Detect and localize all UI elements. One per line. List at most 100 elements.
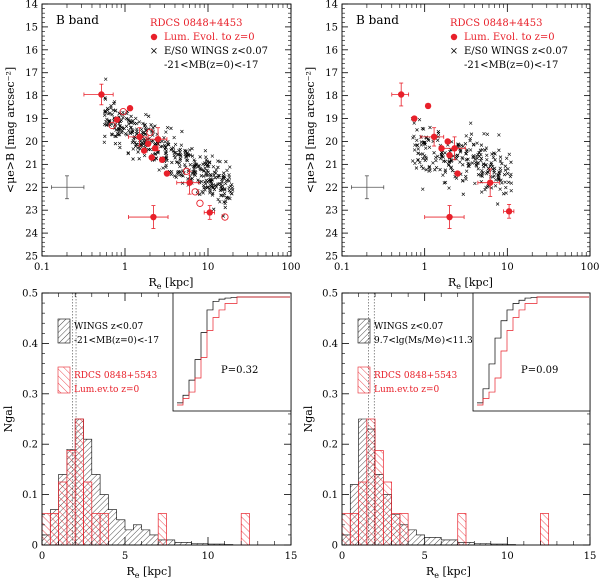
legend-entry: Lum.ev.to z=0 xyxy=(374,385,440,395)
rdcs-histogram-bar xyxy=(74,418,84,546)
legend-entry: WINGS z<0.07 xyxy=(374,322,443,332)
rdcs-histogram-bar xyxy=(457,513,467,546)
rdcs-point xyxy=(163,170,171,177)
wings-cross-point xyxy=(468,121,473,125)
wings-cross-point xyxy=(150,133,155,137)
wings-cross-point xyxy=(472,142,476,147)
wings-cross-point xyxy=(222,200,226,204)
wings-cross-point xyxy=(227,185,231,190)
x-tick-label: 5 xyxy=(421,551,427,562)
legend-cross-marker: × xyxy=(450,46,458,57)
wings-cross-point xyxy=(126,117,130,122)
wings-cross-point xyxy=(197,163,201,168)
y-tick-label: 16 xyxy=(325,45,338,56)
wings-cross-point xyxy=(485,158,489,162)
legend-cross-marker: × xyxy=(150,46,158,57)
wings-cross-point xyxy=(172,153,176,158)
x-tick-label: 1 xyxy=(421,262,427,273)
y-tick-label: 0.4 xyxy=(22,339,38,350)
wings-cross-point xyxy=(509,181,514,185)
wings-cross-point xyxy=(461,144,465,149)
wings-cross-point xyxy=(187,148,192,152)
wings-cross-point xyxy=(480,174,485,178)
wings-cross-point xyxy=(424,157,429,161)
rdcs-histogram-bar xyxy=(157,513,167,546)
wings-cross-point xyxy=(488,175,493,179)
wings-cross-point xyxy=(201,162,205,166)
y-axis-label: Ngal xyxy=(2,405,15,432)
wings-cross-point xyxy=(509,160,513,164)
wings-cross-point xyxy=(142,124,147,128)
wings-cross-point xyxy=(211,164,216,169)
wings-cross-point xyxy=(173,142,178,147)
rdcs-histogram-bar xyxy=(399,513,409,546)
wings-cross-point xyxy=(164,145,168,149)
wings-cross-point xyxy=(419,140,424,144)
y-tick-label: 19 xyxy=(25,114,38,125)
wings-cross-point xyxy=(144,128,149,133)
wings-cross-point xyxy=(110,133,115,137)
x-axis-label: Re [kpc] xyxy=(448,276,493,291)
y-tick-label: 24 xyxy=(325,229,338,240)
wings-cross-point xyxy=(137,157,141,161)
wings-cross-point xyxy=(446,163,451,167)
wings-cross-point xyxy=(503,168,508,172)
wings-cross-point xyxy=(148,147,153,152)
wings-cross-point xyxy=(491,167,495,171)
rdcs-histogram-bar xyxy=(99,513,109,546)
wings-cross-point xyxy=(484,185,488,190)
wings-cross-point xyxy=(428,125,432,130)
wings-cross-point xyxy=(458,148,463,153)
rdcs-point xyxy=(486,179,494,186)
wings-cross-point xyxy=(184,158,189,162)
wings-cross-point xyxy=(490,152,494,156)
wings-cross-point xyxy=(112,100,117,104)
wings-cross-point xyxy=(175,152,179,157)
wings-cross-point xyxy=(443,159,448,164)
wings-cross-point xyxy=(125,133,129,137)
wings-cross-point xyxy=(480,148,485,152)
legend-entry: RDCS 0848+4453 xyxy=(450,18,543,29)
wings-cross-point xyxy=(433,168,437,172)
wings-cross-point xyxy=(472,155,476,160)
rdcs-point xyxy=(113,116,121,123)
wings-cross-point xyxy=(483,187,487,192)
wings-cross-point xyxy=(482,131,486,136)
wings-cross-point xyxy=(500,161,504,166)
wings-cross-point xyxy=(209,185,214,189)
wings-cross-point xyxy=(504,191,508,195)
x-tick-label: 15 xyxy=(285,551,298,562)
wings-cross-point xyxy=(421,187,425,191)
wings-cross-point xyxy=(142,153,147,158)
wings-cross-point xyxy=(114,134,118,139)
wings-cross-point xyxy=(164,163,168,168)
wings-cross-point xyxy=(117,141,122,146)
wings-cross-point xyxy=(441,155,445,159)
y-tick-label: 0.3 xyxy=(322,389,338,400)
y-tick-label: 23 xyxy=(325,206,338,217)
wings-cross-point xyxy=(198,166,202,171)
wings-cross-point xyxy=(205,164,210,168)
wings-cross-point xyxy=(171,149,176,153)
wings-cross-point xyxy=(212,187,217,192)
rdcs-point xyxy=(451,145,458,152)
wings-cross-point xyxy=(470,161,475,165)
x-tick-label: 1 xyxy=(122,262,128,273)
evolved-open-point xyxy=(119,108,127,116)
rdcs-histogram-bar xyxy=(341,513,351,546)
wings-cross-point xyxy=(493,184,498,188)
wings-cross-point xyxy=(221,194,226,198)
wings-cross-point xyxy=(131,147,135,151)
wings-cross-point xyxy=(415,138,419,143)
wings-cross-point xyxy=(468,137,473,141)
wings-cross-point xyxy=(416,147,421,151)
wings-cross-point xyxy=(483,148,487,152)
legend-entry: 9.7<lg(Ms/M⊙)<11.3 xyxy=(374,335,473,346)
wings-cross-point xyxy=(183,152,187,156)
rdcs-point xyxy=(446,213,453,221)
wings-cross-point xyxy=(414,166,419,170)
wings-cross-point xyxy=(483,163,488,167)
wings-cross-point xyxy=(179,143,184,147)
wings-cross-point xyxy=(464,134,468,138)
wings-cross-point xyxy=(219,193,223,197)
